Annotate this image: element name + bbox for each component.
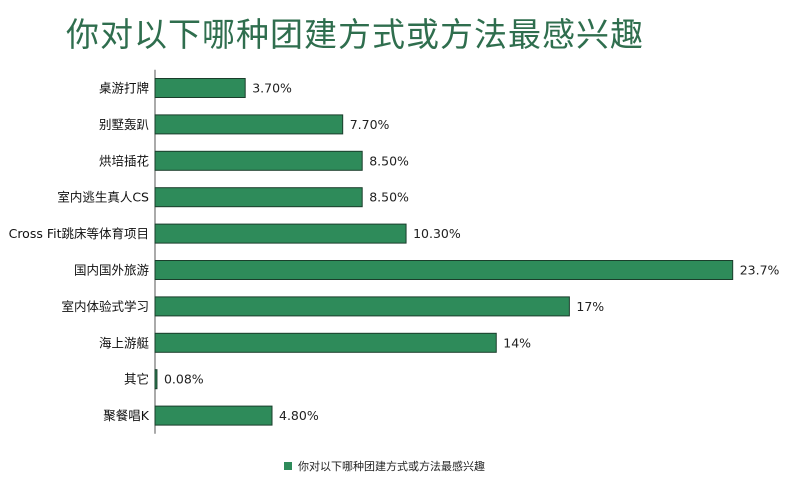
bar [154, 114, 344, 135]
value-label: 4.80% [279, 408, 319, 423]
category-label: 室内逃生真人CS [57, 190, 149, 205]
category-label: 海上游艇 [99, 335, 150, 350]
category-label: Cross Fit跳床等体育项目 [9, 226, 149, 241]
category-label: 烘培插花 [99, 153, 149, 168]
bar [154, 332, 497, 353]
value-label: 3.70% [252, 81, 292, 96]
value-label: 10.30% [413, 226, 461, 241]
value-label: 8.50% [369, 153, 409, 168]
value-label: 17% [576, 299, 604, 314]
bar [154, 369, 158, 390]
bar [154, 150, 363, 171]
bar [154, 260, 734, 280]
bar [154, 223, 407, 244]
bar [154, 187, 363, 208]
chart-title: 你对以下哪种团建方式或方法最感兴趣 [66, 15, 644, 54]
category-label: 国内国外旅游 [74, 263, 150, 278]
legend-label: 你对以下哪种团建方式或方法最感兴趣 [298, 460, 485, 473]
value-label: 0.08% [164, 372, 204, 387]
bar [154, 78, 246, 98]
value-label: 7.70% [350, 117, 390, 132]
legend: 你对以下哪种团建方式或方法最感兴趣 [284, 458, 485, 474]
value-label: 14% [503, 335, 531, 350]
value-label: 23.7% [740, 263, 780, 278]
bar [154, 405, 273, 426]
category-label: 室内体验式学习 [61, 299, 149, 314]
bar [154, 296, 570, 317]
category-label: 聚餐唱K [103, 408, 150, 423]
legend-swatch [284, 462, 292, 470]
category-label: 桌游打牌 [99, 81, 149, 96]
category-label: 其它 [124, 372, 149, 387]
value-label: 8.50% [369, 190, 409, 205]
category-label: 别墅轰趴 [99, 117, 149, 132]
